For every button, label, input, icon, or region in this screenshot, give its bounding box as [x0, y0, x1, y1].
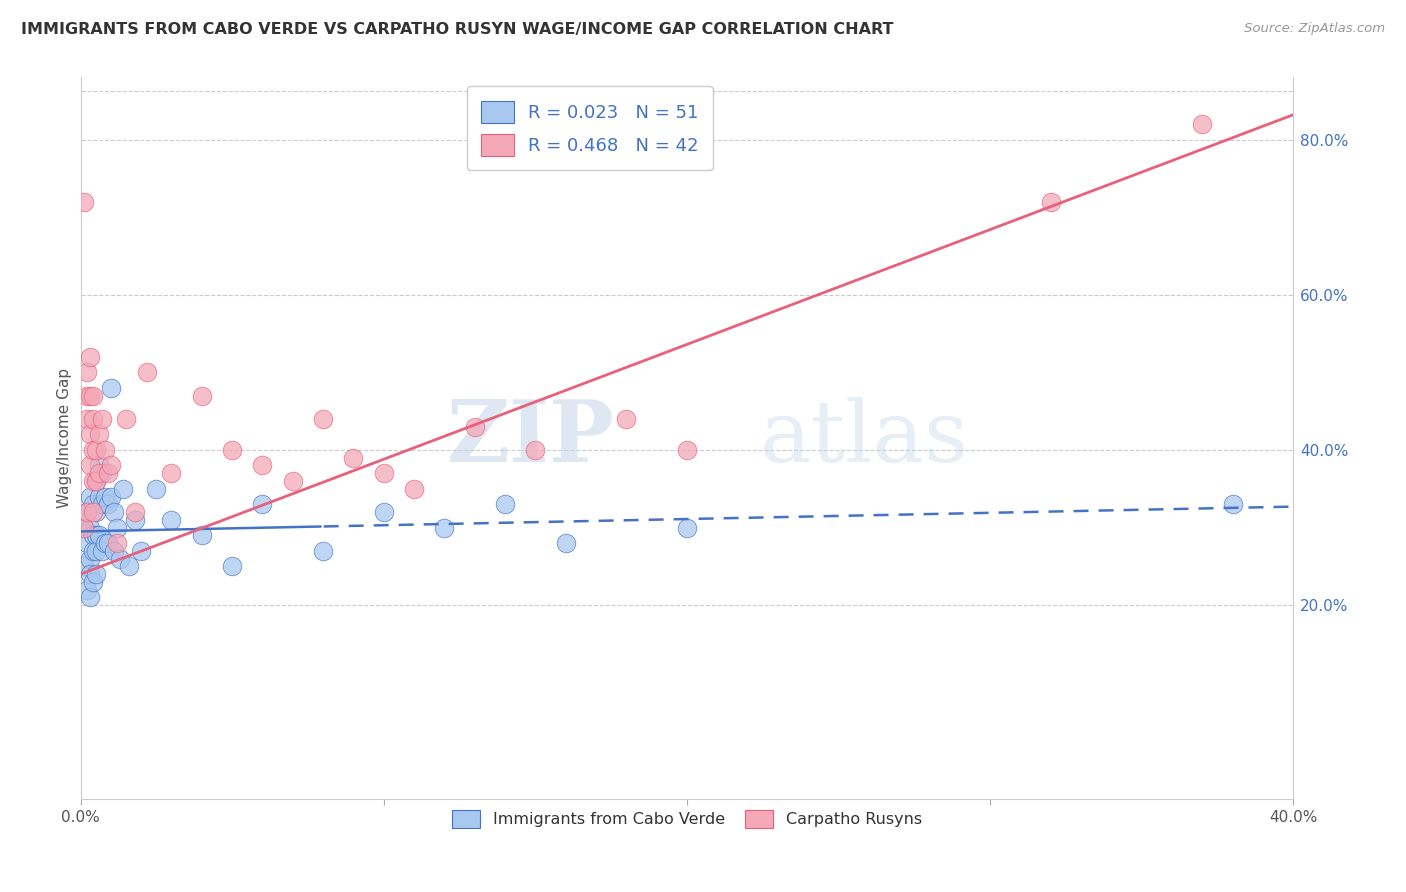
Point [72, 520, 94, 534]
Legend: Immigrants from Cabo Verde, Carpatho Rusyns: Immigrants from Cabo Verde, Carpatho Rus… [446, 804, 928, 835]
Point [84, 442, 107, 457]
Point [84, 505, 107, 519]
Point [105, 520, 128, 534]
Text: ZIP: ZIP [447, 396, 614, 480]
Point [312, 412, 335, 426]
Point [402, 482, 425, 496]
Point [76, 412, 98, 426]
Point [90, 467, 112, 481]
Point [76, 505, 98, 519]
Point [554, 536, 576, 550]
Point [82, 412, 104, 426]
Point [87, 458, 110, 473]
Point [72, 520, 94, 534]
Point [79, 551, 101, 566]
Point [252, 458, 274, 473]
Point [373, 505, 395, 519]
Point [97, 467, 120, 481]
Point [90, 497, 112, 511]
Point [103, 544, 125, 558]
Point [76, 505, 98, 519]
Point [160, 513, 183, 527]
Point [84, 474, 107, 488]
Point [373, 467, 395, 481]
Point [676, 442, 699, 457]
Point [100, 381, 122, 395]
Point [524, 442, 547, 457]
Point [221, 559, 243, 574]
Point [72, 559, 94, 574]
Point [191, 389, 214, 403]
Point [76, 582, 98, 597]
Point [82, 442, 104, 457]
Point [79, 350, 101, 364]
Point [82, 389, 104, 403]
Point [342, 450, 364, 465]
Point [82, 544, 104, 558]
Point [87, 528, 110, 542]
Point [79, 567, 101, 582]
Point [79, 520, 101, 534]
Point [160, 467, 183, 481]
Point [97, 536, 120, 550]
Point [87, 467, 110, 481]
Point [90, 544, 112, 558]
Point [115, 412, 138, 426]
Point [94, 490, 117, 504]
Point [1191, 117, 1213, 131]
Point [87, 490, 110, 504]
Text: Source: ZipAtlas.com: Source: ZipAtlas.com [1244, 22, 1385, 36]
Point [76, 389, 98, 403]
Point [94, 536, 117, 550]
Point [82, 528, 104, 542]
Point [82, 574, 104, 589]
Point [87, 427, 110, 442]
Point [221, 442, 243, 457]
Point [84, 544, 107, 558]
Point [76, 365, 98, 379]
Point [105, 536, 128, 550]
Point [97, 497, 120, 511]
Point [614, 412, 637, 426]
Point [79, 389, 101, 403]
Point [118, 559, 141, 574]
Point [82, 474, 104, 488]
Point [79, 458, 101, 473]
Point [90, 412, 112, 426]
Point [124, 513, 146, 527]
Point [76, 536, 98, 550]
Point [433, 520, 456, 534]
Point [136, 365, 159, 379]
Point [676, 520, 699, 534]
Point [79, 427, 101, 442]
Text: IMMIGRANTS FROM CABO VERDE VS CARPATHO RUSYN WAGE/INCOME GAP CORRELATION CHART: IMMIGRANTS FROM CABO VERDE VS CARPATHO R… [21, 22, 894, 37]
Point [84, 528, 107, 542]
Point [94, 442, 117, 457]
Point [464, 419, 486, 434]
Y-axis label: Wage/Income Gap: Wage/Income Gap [58, 368, 72, 508]
Point [100, 490, 122, 504]
Point [281, 474, 304, 488]
Point [191, 528, 214, 542]
Point [1222, 497, 1244, 511]
Point [103, 505, 125, 519]
Point [82, 505, 104, 519]
Point [129, 544, 152, 558]
Point [111, 482, 134, 496]
Point [100, 458, 122, 473]
Point [108, 551, 131, 566]
Point [124, 505, 146, 519]
Point [79, 490, 101, 504]
Point [252, 497, 274, 511]
Text: atlas: atlas [759, 397, 969, 480]
Point [312, 544, 335, 558]
Point [84, 567, 107, 582]
Point [82, 497, 104, 511]
Point [79, 591, 101, 605]
Point [1039, 194, 1062, 209]
Point [494, 497, 516, 511]
Point [84, 474, 107, 488]
Point [72, 194, 94, 209]
Point [145, 482, 167, 496]
